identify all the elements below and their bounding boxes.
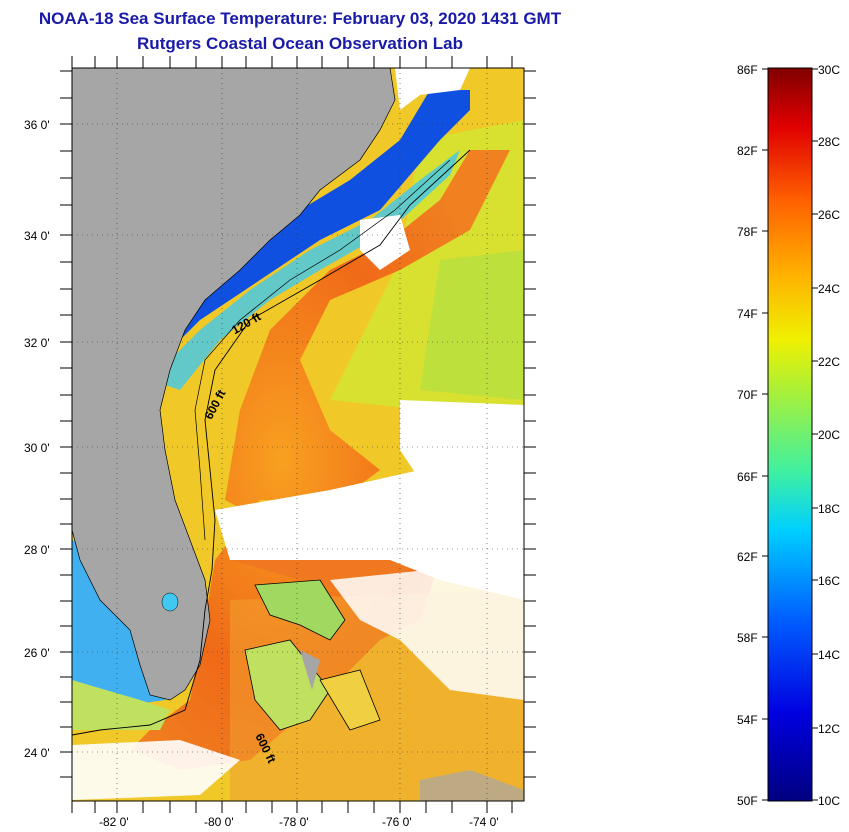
lat-label-34: 34 0'	[24, 229, 50, 243]
colorbar-c-label-30: 30C	[818, 63, 840, 77]
colorbar-f-label-54: 54F	[737, 713, 758, 727]
colorbar-c-label-22: 22C	[818, 355, 840, 369]
lat-label-36: 36 0'	[24, 118, 50, 132]
lat-label-30: 30 0'	[24, 441, 50, 455]
lat-label-28: 28 0'	[24, 543, 50, 557]
colorbar-c-label-24: 24C	[818, 282, 840, 296]
colorbar	[767, 67, 813, 802]
colorbar-c-label-28: 28C	[818, 135, 840, 149]
colorbar-c-label-10: 10C	[818, 794, 840, 808]
colorbar-f-label-82: 82F	[737, 144, 758, 158]
lon-label-82: -82 0'	[99, 815, 129, 829]
lon-label-74: -74 0'	[469, 815, 499, 829]
colorbar-f-label-70: 70F	[737, 388, 758, 402]
colorbar-f-label-74: 74F	[737, 307, 758, 321]
contour-120ft	[194, 159, 451, 541]
colorbar-c-label-20: 20C	[818, 428, 840, 442]
colorbar-f-label-58: 58F	[737, 631, 758, 645]
colorbar-ticks	[762, 68, 818, 801]
lon-label-76: -76 0'	[382, 815, 412, 829]
title-line-2: Rutgers Coastal Ocean Observation Lab	[137, 34, 463, 53]
colorbar-c-label-14: 14C	[818, 648, 840, 662]
lon-label-78: -78 0'	[279, 815, 309, 829]
lat-label-24: 24 0'	[24, 746, 50, 760]
colorbar-f-label-50: 50F	[737, 794, 758, 808]
lon-label-80: -80 0'	[204, 815, 234, 829]
colorbar-c-label-18: 18C	[818, 502, 840, 516]
land-mass	[71, 67, 396, 701]
colorbar-f-label-62: 62F	[737, 550, 758, 564]
colorbar-c-label-26: 26C	[818, 208, 840, 222]
map-grid	[72, 68, 524, 801]
colorbar-f-label-78: 78F	[737, 225, 758, 239]
contour-600ft	[71, 149, 471, 736]
lat-label-32: 32 0'	[24, 336, 50, 350]
colorbar-f-label-86: 86F	[737, 63, 758, 77]
colorbar-f-label-66: 66F	[737, 470, 758, 484]
cold-coastal-water	[150, 90, 470, 370]
lat-label-26: 26 0'	[24, 646, 50, 660]
map-frame	[71, 67, 525, 802]
colorbar-c-label-12: 12C	[818, 722, 840, 736]
colorbar-c-label-16: 16C	[818, 574, 840, 588]
title-line-1: NOAA-18 Sea Surface Temperature: Februar…	[38, 9, 562, 28]
